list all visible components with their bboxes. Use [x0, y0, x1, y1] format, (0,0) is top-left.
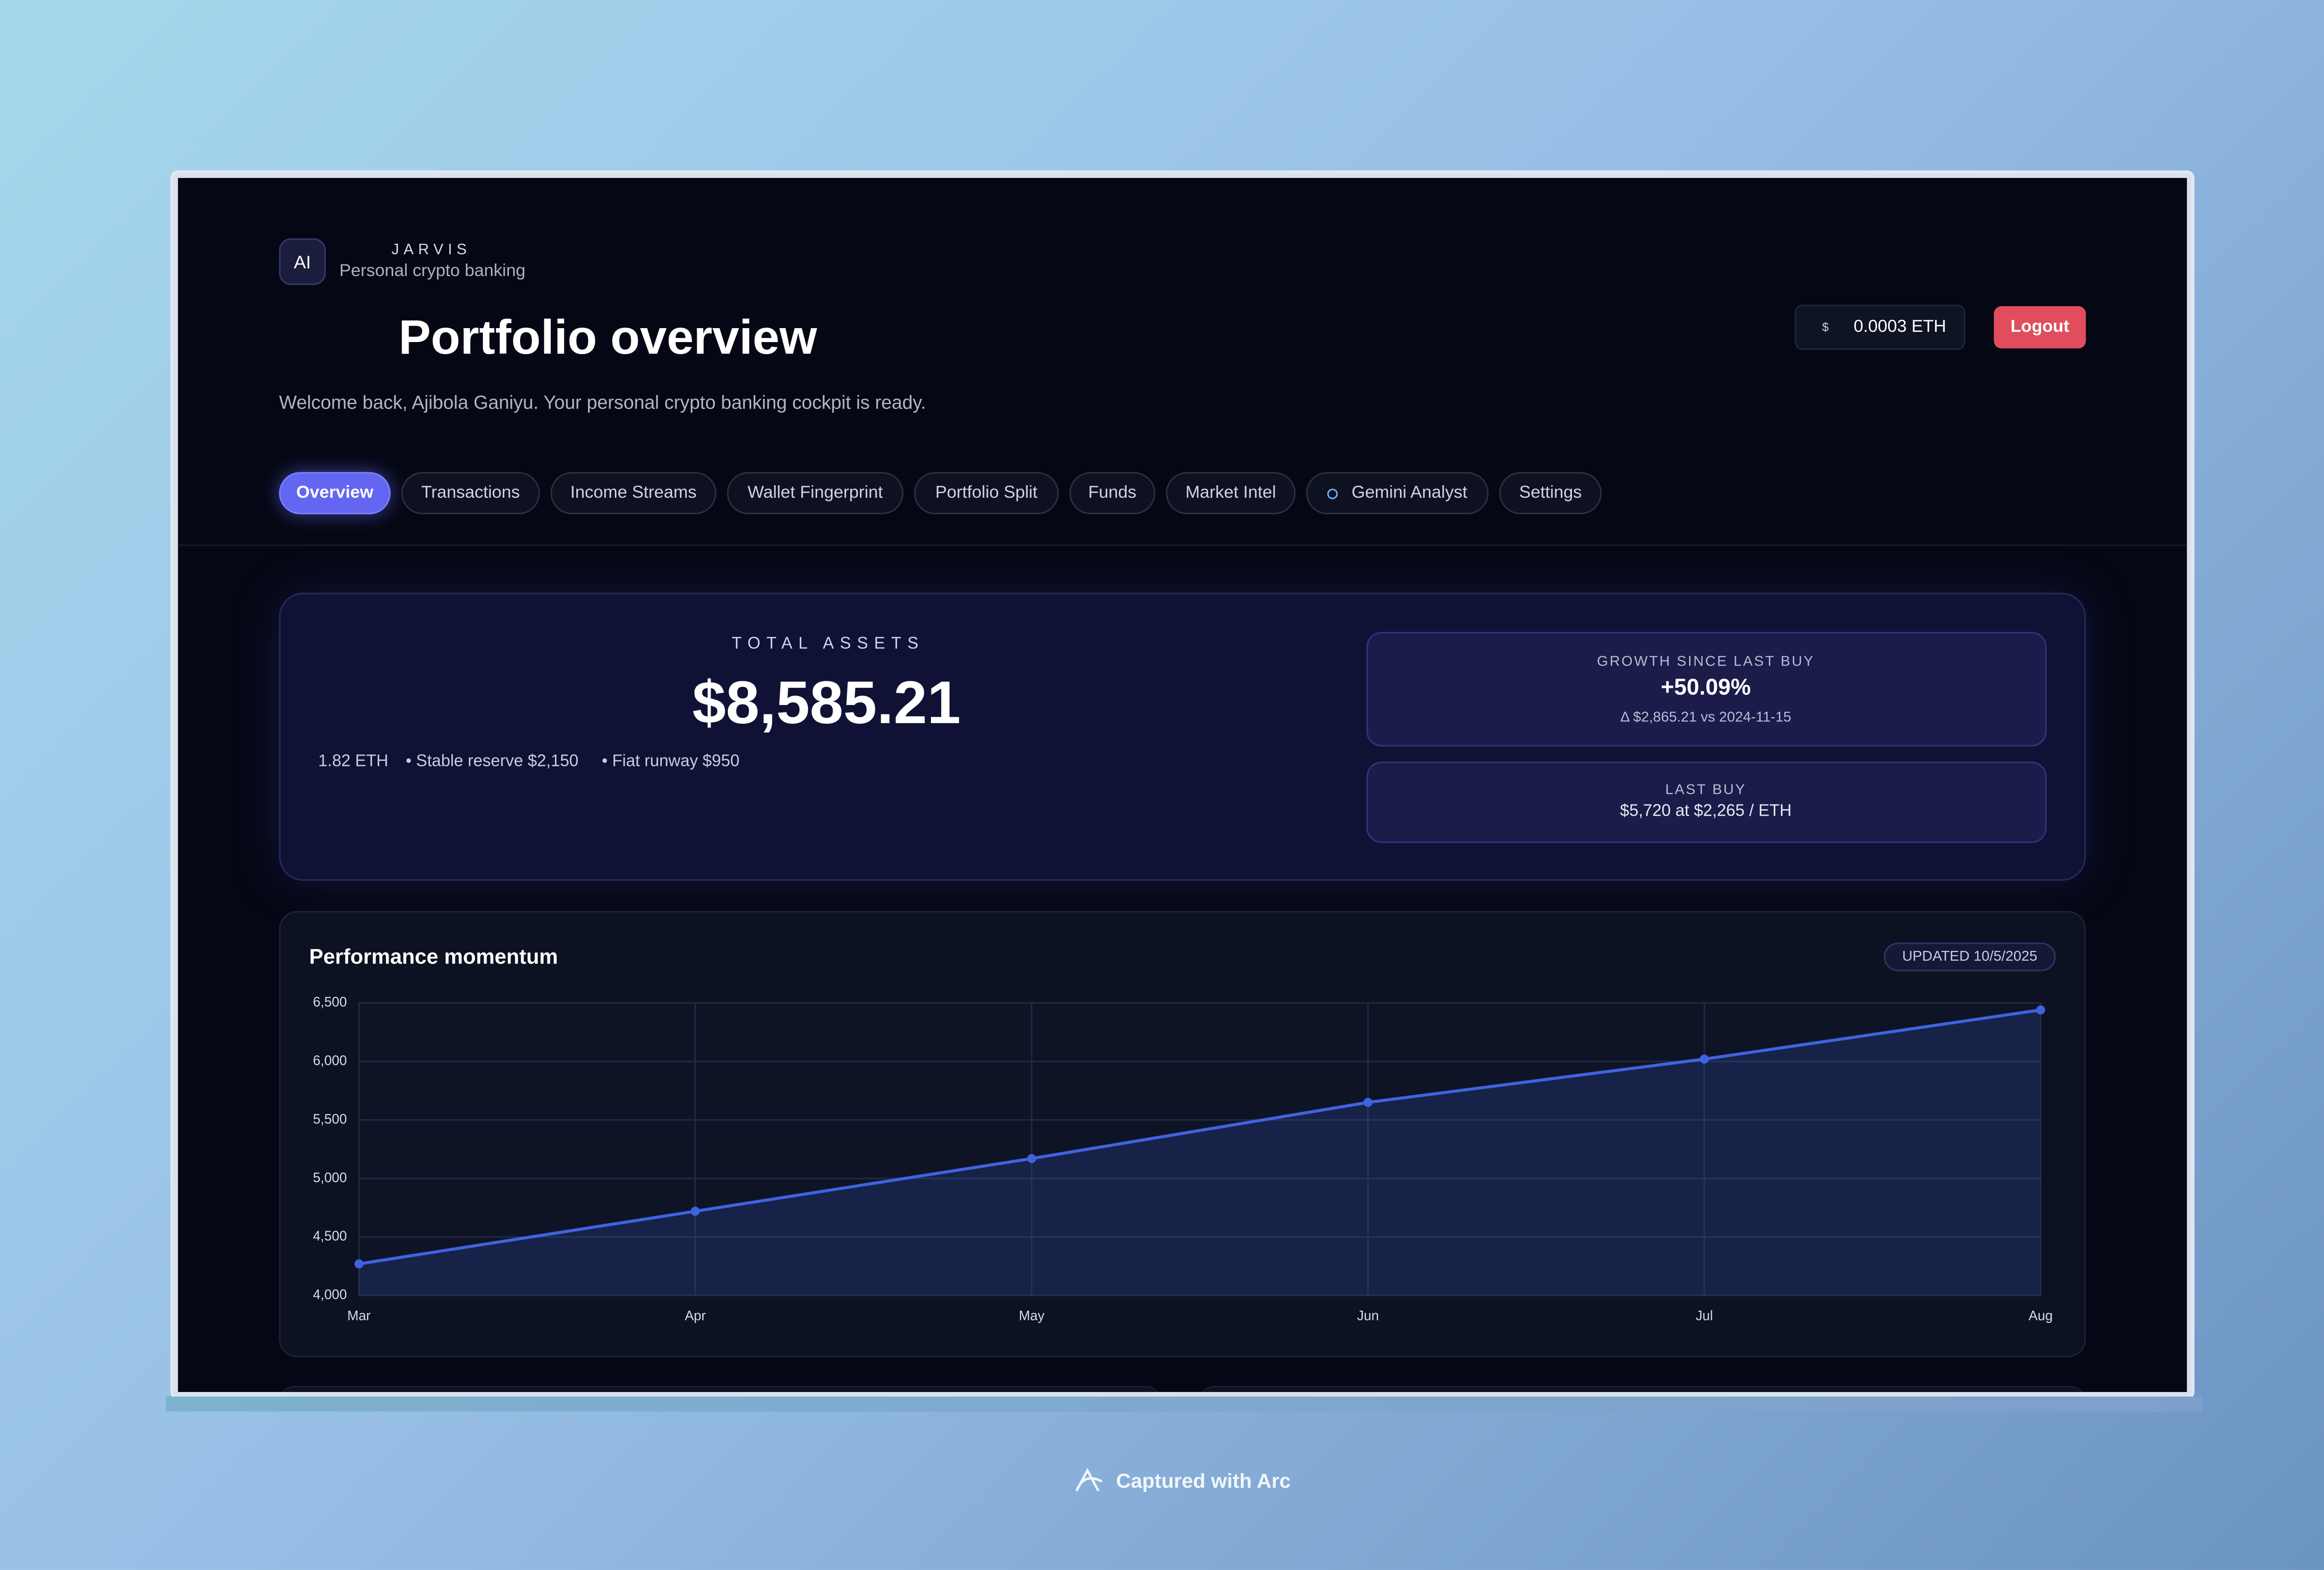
- brand: JARVIS: [391, 242, 471, 259]
- last-buy-label: LAST BUY: [1665, 782, 1747, 799]
- nav-tab[interactable]: Transactions: [401, 472, 540, 515]
- updated-badge: UPDATED 10/5/2025: [1883, 943, 2056, 971]
- nav-tab[interactable]: Funds: [1069, 472, 1155, 515]
- page-title: Portfolio overview: [398, 310, 817, 364]
- welcome: Welcome back, Ajibola Ganiyu. Your perso…: [279, 392, 926, 414]
- footer: Captured with Arc: [1116, 1470, 1291, 1492]
- nav-label: Income Streams: [570, 484, 697, 502]
- nav-tab[interactable]: Overview: [279, 472, 391, 515]
- detail: • Fiat runway $950: [601, 752, 739, 771]
- last-buy-value: $5,720 at $2,265 / ETH: [1620, 802, 1792, 821]
- logout-button[interactable]: Logout: [1994, 306, 2086, 349]
- logo-badge: AI: [279, 238, 326, 285]
- y-tick-label: 5,500: [313, 1112, 347, 1127]
- total-label: TOTAL ASSETS: [731, 635, 924, 653]
- point: [1363, 1098, 1373, 1107]
- x-tick-label: Jul: [1696, 1309, 1713, 1324]
- area: [359, 1009, 2041, 1296]
- status-icon: [1327, 488, 1338, 499]
- arc-icon: [1076, 1468, 1103, 1491]
- window-bottom-mask: [165, 1396, 2202, 1412]
- y-tick-label: 6,000: [313, 1053, 347, 1068]
- x-tick-label: Jun: [1357, 1309, 1379, 1324]
- x-tick-label: Aug: [2028, 1309, 2053, 1324]
- header-divider: [178, 544, 2187, 546]
- nav-label: Overview: [296, 484, 374, 502]
- nav-label: Market Intel: [1185, 484, 1276, 502]
- y-tick-label: 6,500: [313, 995, 347, 1010]
- point: [691, 1207, 700, 1216]
- point: [2036, 1005, 2046, 1015]
- x-tick-label: Mar: [347, 1309, 371, 1324]
- point: [354, 1259, 364, 1269]
- nav-tab[interactable]: Portfolio Split: [914, 472, 1059, 515]
- wallet-pill: [1795, 304, 1966, 350]
- growth-value: +50.09%: [1661, 675, 1751, 701]
- nav-label: Gemini Analyst: [1351, 484, 1467, 502]
- growth-delta: Δ $2,865.21 vs 2024-11-15: [1620, 709, 1791, 726]
- tagline: Personal crypto banking: [339, 262, 526, 281]
- nav-label: Portfolio Split: [935, 484, 1038, 502]
- last-buy-card: [1366, 761, 2047, 843]
- nav-tab[interactable]: Gemini Analyst: [1306, 472, 1489, 515]
- x-tick-label: May: [1019, 1309, 1045, 1324]
- point: [1700, 1054, 1709, 1064]
- line: [358, 1008, 2041, 1266]
- y-tick-label: 4,500: [313, 1229, 347, 1244]
- point: [1027, 1154, 1037, 1163]
- y-tick-label: 5,000: [313, 1170, 347, 1185]
- wallet-symbol: $: [1822, 320, 1829, 334]
- wallet-balance: 0.0003 ETH: [1853, 318, 1947, 336]
- nav-tab[interactable]: Wallet Fingerprint: [727, 472, 904, 515]
- total-value: $8,585.21: [692, 670, 961, 737]
- nav-tab[interactable]: Market Intel: [1166, 472, 1296, 515]
- nav-label: Funds: [1088, 484, 1136, 502]
- y-tick-label: 4,000: [313, 1287, 347, 1302]
- detail: • Stable reserve $2,150: [405, 752, 579, 771]
- detail: 1.82 ETH: [318, 752, 389, 771]
- chart-title: Performance momentum: [309, 944, 558, 969]
- growth-card: [1366, 632, 2047, 747]
- nav-tab[interactable]: Settings: [1499, 472, 1602, 515]
- growth-label: GROWTH SINCE LAST BUY: [1597, 653, 1815, 671]
- nav-tab[interactable]: Income Streams: [550, 472, 717, 515]
- nav-label: Wallet Fingerprint: [747, 484, 883, 502]
- x-tick-label: Apr: [685, 1309, 706, 1324]
- nav-label: Transactions: [421, 484, 520, 502]
- nav-label: Settings: [1519, 484, 1582, 502]
